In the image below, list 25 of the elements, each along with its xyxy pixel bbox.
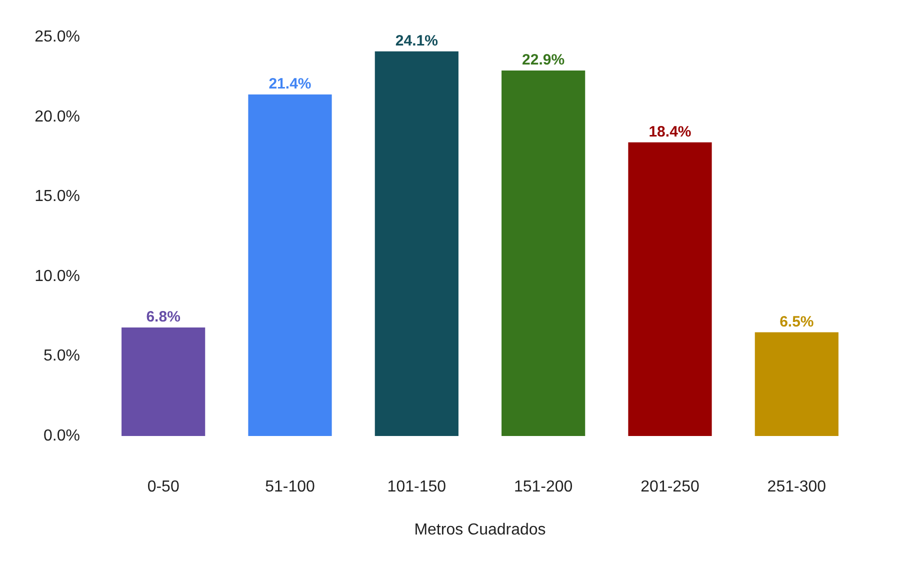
y-tick-label: 10.0% — [34, 268, 80, 285]
data-label: 21.4% — [268, 75, 312, 92]
data-label: 6.5% — [780, 313, 814, 330]
x-tick-label: 0-50 — [147, 478, 180, 496]
bar — [122, 327, 206, 436]
y-tick-label: 25.0% — [34, 28, 80, 46]
x-axis-title: Metros Cuadrados — [414, 522, 546, 538]
x-tick-label: 201-250 — [640, 478, 700, 496]
y-tick-label: 15.0% — [34, 188, 80, 206]
data-label: 6.8% — [146, 308, 180, 326]
y-tick-label: 20.0% — [34, 108, 80, 126]
bar — [374, 51, 458, 436]
bar — [754, 332, 838, 436]
x-tick-label: 151-200 — [514, 478, 573, 496]
y-tick-label: 5.0% — [44, 348, 80, 365]
data-label: 22.9% — [522, 52, 565, 69]
bar — [248, 94, 332, 436]
data-label: 18.4% — [648, 123, 692, 140]
x-tick-label: 51-100 — [265, 478, 316, 496]
bar — [628, 142, 712, 436]
x-tick-label: 101-150 — [387, 478, 446, 496]
y-tick-label: 0.0% — [44, 428, 80, 444]
x-tick-label: 251-300 — [767, 478, 826, 496]
bar — [502, 70, 586, 436]
data-label: 24.1% — [395, 32, 438, 50]
